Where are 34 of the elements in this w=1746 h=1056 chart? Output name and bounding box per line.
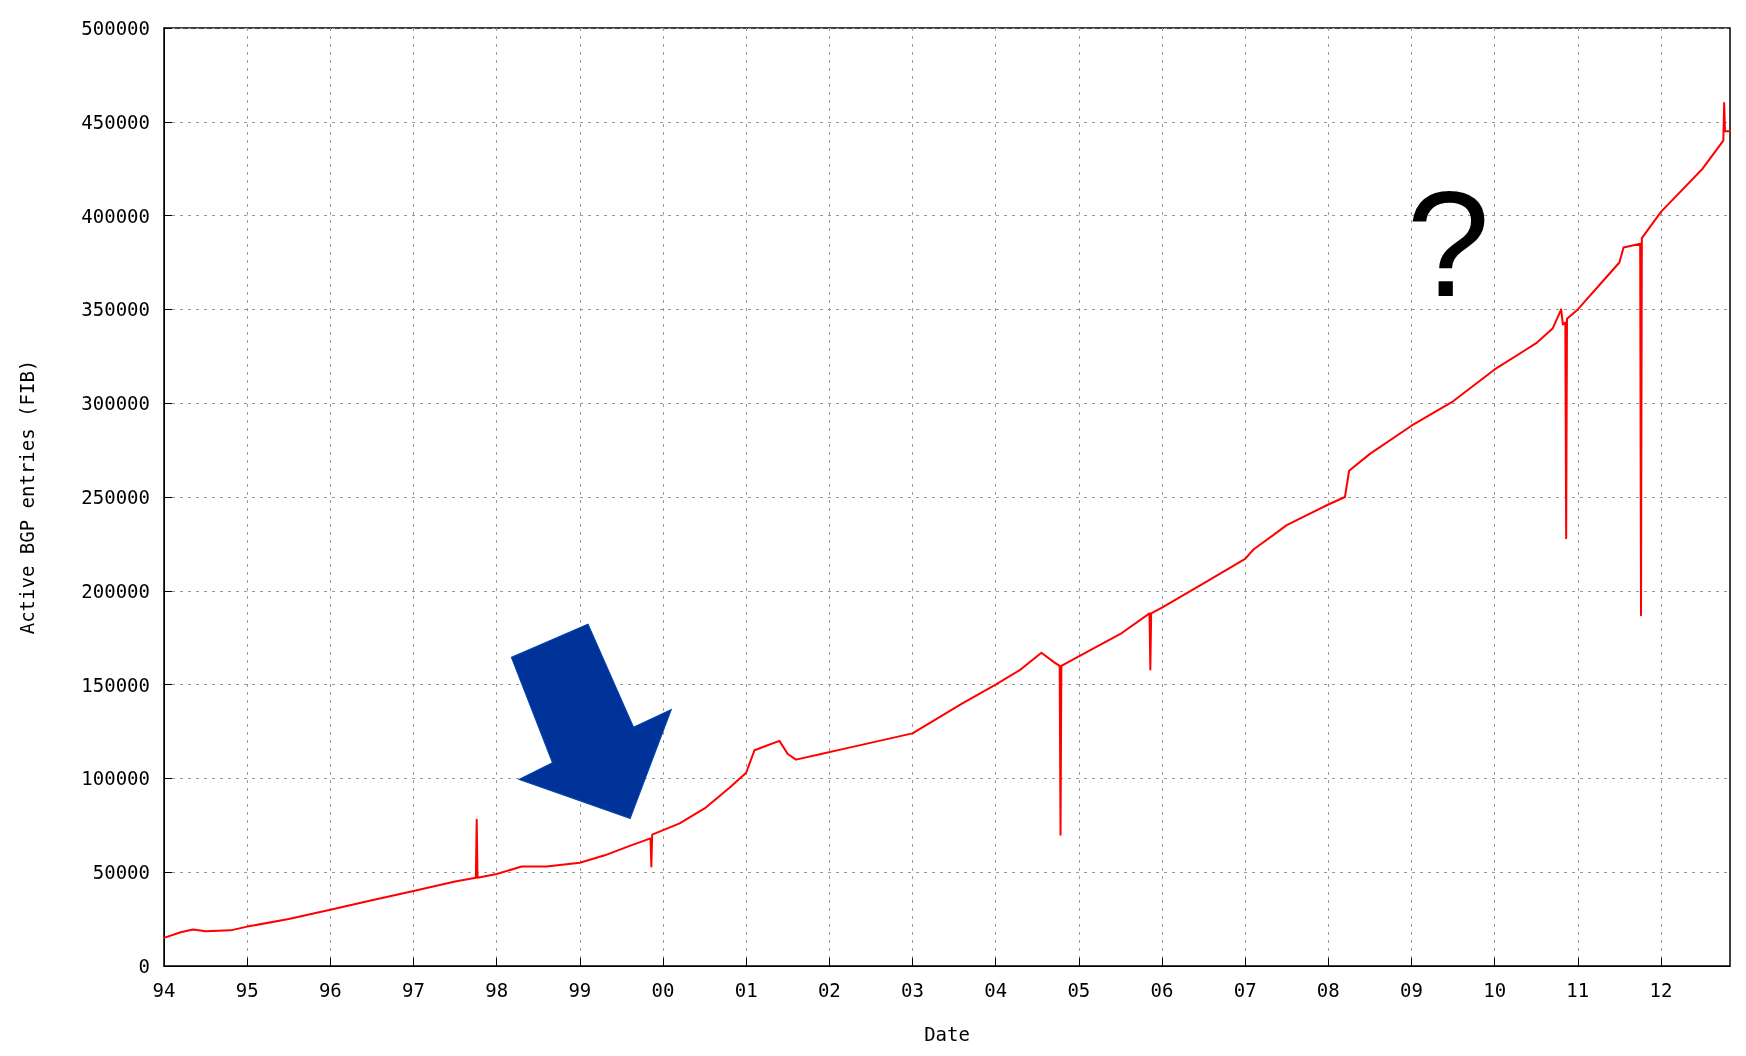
- y-tick-label: 350000: [81, 298, 150, 321]
- y-tick-label: 450000: [81, 110, 150, 133]
- x-tick-label: 04: [984, 978, 1008, 1001]
- x-tick-label: 07: [1233, 978, 1257, 1001]
- y-tick-label: 200000: [81, 579, 150, 602]
- x-tick-label: 98: [485, 978, 509, 1001]
- x-tick-label: 95: [235, 978, 259, 1001]
- y-tick-label: 400000: [81, 204, 150, 227]
- y-tick-label: 50000: [92, 861, 150, 884]
- y-tick-label: 150000: [81, 673, 150, 696]
- y-tick-label: 250000: [81, 486, 150, 508]
- y-tick-label: 0: [138, 955, 150, 977]
- y-tick-label: 100000: [81, 767, 150, 790]
- x-tick-label: 05: [1067, 978, 1091, 1001]
- y-tick-label: 300000: [81, 392, 150, 415]
- annotation: ?: [1406, 159, 1490, 328]
- x-tick-label: 10: [1483, 978, 1507, 1001]
- x-axis-title: Date: [924, 1022, 970, 1045]
- y-axis-title: Active BGP entries (FIB): [15, 359, 38, 635]
- x-tick-label: 11: [1566, 978, 1590, 1001]
- x-tick-label: 06: [1150, 978, 1174, 1001]
- x-tick-label: 96: [318, 978, 342, 1001]
- x-tick-label: 02: [817, 978, 841, 1001]
- x-tick-label: 09: [1400, 978, 1423, 1001]
- y-tick-label: 500000: [81, 17, 150, 39]
- x-tick-label: 08: [1316, 978, 1340, 1001]
- x-tick-label: 01: [734, 978, 758, 1001]
- x-tick-label: 12: [1649, 978, 1673, 1001]
- x-tick-label: 99: [568, 978, 592, 1001]
- line-series: [163, 102, 1731, 939]
- x-tick-label: 00: [651, 978, 675, 1001]
- x-tick-label: 97: [402, 978, 425, 1001]
- x-tick-label: 03: [901, 978, 924, 1001]
- x-tick-label: 94: [152, 978, 176, 1001]
